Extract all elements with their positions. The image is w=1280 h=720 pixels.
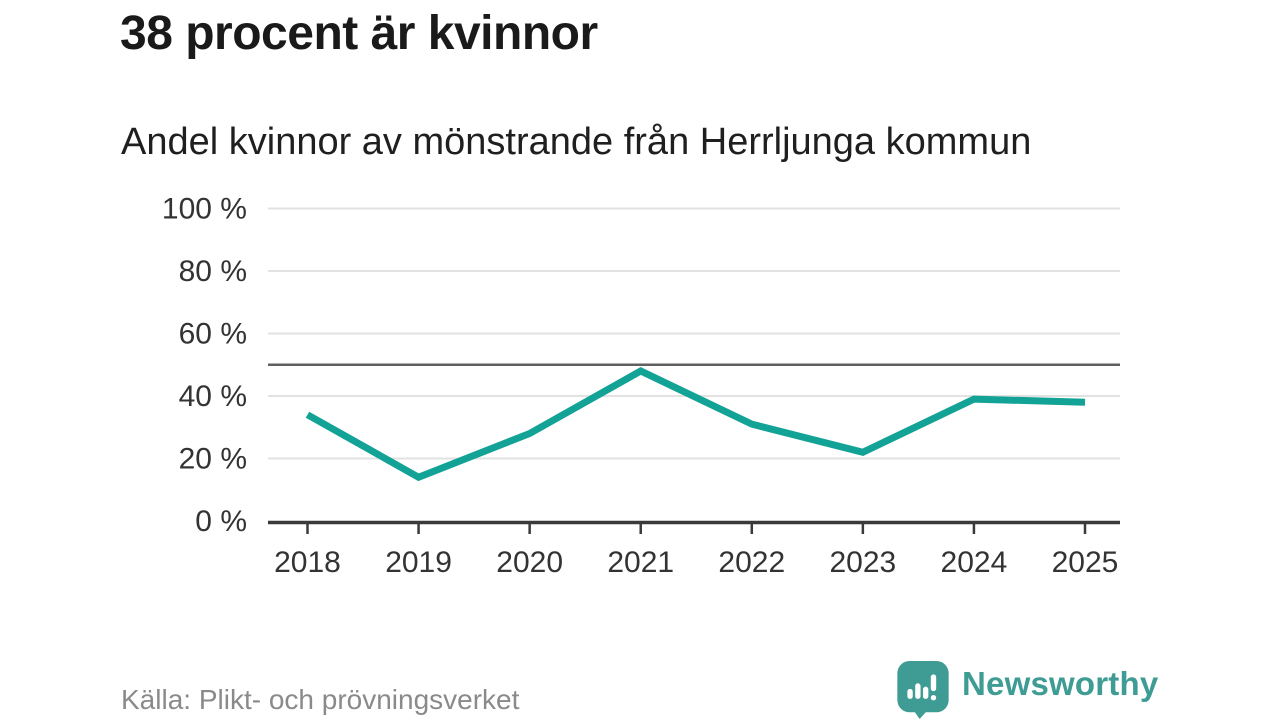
newsworthy-logo: Newsworthy: [897, 661, 1158, 719]
chart-subtitle: Andel kvinnor av mönstrande från Herrlju…: [121, 121, 1032, 163]
x-tick-label: 2022: [718, 546, 785, 579]
y-tick-label: 40 %: [179, 380, 247, 413]
x-tick-label: 2025: [1052, 546, 1119, 579]
data-line: [305, 367, 1086, 482]
y-tick-label: 100 %: [162, 193, 247, 226]
newsworthy-wordmark: Newsworthy: [962, 664, 1159, 702]
x-tick-label: 2018: [274, 546, 341, 579]
x-tick-label: 2023: [829, 546, 896, 579]
chart-title: 38 procent är kvinnor: [120, 7, 598, 60]
source-note: Källa: Plikt- och prövningsverket: [121, 684, 520, 715]
x-tick-label: 2021: [607, 546, 674, 579]
y-tick-label: 80 %: [179, 255, 247, 288]
y-tick-label: 0 %: [195, 505, 247, 538]
x-tick-label: 2024: [941, 546, 1008, 579]
y-tick-label: 60 %: [179, 318, 247, 351]
x-tick-label: 2019: [385, 546, 452, 579]
x-tick-label: 2020: [496, 546, 563, 579]
y-tick-label: 20 %: [179, 443, 247, 476]
bar-chart-speech-bubble-icon: [897, 661, 949, 719]
